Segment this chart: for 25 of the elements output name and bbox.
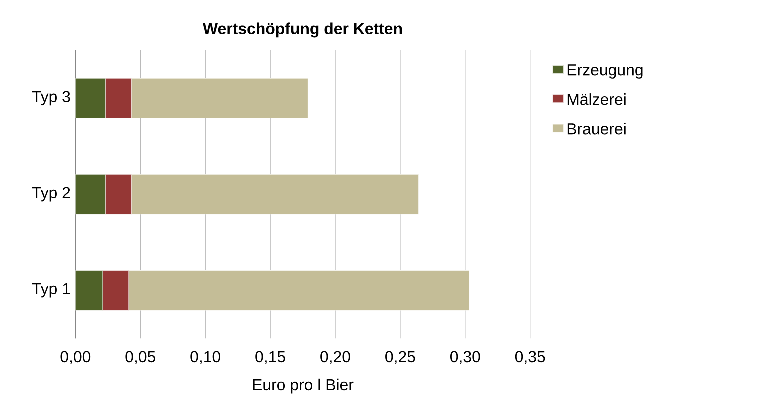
x-tick-label: 0,35	[515, 351, 546, 364]
bar	[102, 270, 130, 310]
bar	[76, 270, 104, 310]
y-tick-label: Typ 3	[32, 90, 70, 106]
legend-label: Mälzerei	[568, 93, 626, 106]
bar	[131, 174, 419, 214]
x-tick-label: 0,05	[126, 351, 156, 364]
bar	[76, 78, 106, 118]
chart-title: Wertschöpfung der Ketten	[203, 22, 402, 38]
bar	[105, 78, 132, 118]
x-tick-label: 0,25	[386, 351, 416, 364]
bar	[76, 174, 106, 214]
bar	[131, 78, 308, 118]
bar	[128, 270, 470, 310]
x-tick-label: 0,20	[320, 351, 350, 364]
y-tick-label: Typ 2	[32, 187, 70, 202]
x-tick-label: 0,15	[256, 351, 286, 364]
x-tick-label: 0,30	[450, 351, 480, 364]
y-tick-label: Typ 1	[32, 283, 70, 298]
x-axis-title: Euro pro l Bier	[253, 378, 354, 394]
legend-label: Brauerei	[568, 122, 626, 135]
bar	[105, 174, 132, 214]
x-tick-label: 0,00	[60, 351, 91, 364]
legend-label: Erzeugung	[568, 64, 643, 79]
x-tick-label: 0,10	[190, 351, 220, 364]
